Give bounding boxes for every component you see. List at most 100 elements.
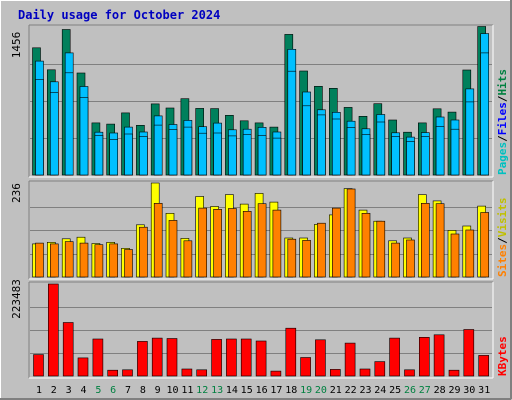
kbytes-bar xyxy=(226,338,237,377)
pages-bar xyxy=(257,135,267,176)
kbytes-bar xyxy=(151,337,163,377)
sites-bar xyxy=(242,211,252,278)
day-label: 2 xyxy=(51,385,57,396)
pages-bar xyxy=(302,105,311,176)
pages-bar xyxy=(331,118,341,176)
sites-bar xyxy=(213,209,222,278)
day-label: 10 xyxy=(166,385,178,396)
kbytes-bar xyxy=(448,369,460,377)
kbytes-bar xyxy=(62,322,74,377)
sites-bar xyxy=(168,220,178,278)
legend-entry: Pages xyxy=(496,142,509,175)
day-label: 3 xyxy=(66,385,72,396)
pages-bar xyxy=(228,135,237,176)
day-label: 9 xyxy=(155,385,161,396)
sites-bar xyxy=(346,188,356,278)
sites-bar xyxy=(302,240,311,278)
legend-entry: KBytes xyxy=(496,336,509,376)
kbytes-bar xyxy=(77,357,89,377)
sites-bar xyxy=(257,203,267,278)
day-label: 15 xyxy=(241,385,253,396)
day-label: 30 xyxy=(463,385,475,396)
kbytes-bar xyxy=(315,339,326,377)
sites-bar xyxy=(391,242,400,278)
day-label: 7 xyxy=(125,385,131,396)
pages-bar xyxy=(317,114,326,176)
day-label: 18 xyxy=(285,385,297,396)
kbytes-bar xyxy=(166,338,178,377)
day-label: 31 xyxy=(478,385,490,396)
pages-bar xyxy=(198,132,207,176)
day-label: 11 xyxy=(181,385,193,396)
day-label: 20 xyxy=(315,385,327,396)
pages-bar xyxy=(480,52,490,176)
pages-bar xyxy=(465,101,475,176)
sites-bar xyxy=(49,243,59,278)
legend-entry: / xyxy=(496,135,509,142)
kbytes-bar xyxy=(404,369,415,377)
pages-bar xyxy=(361,134,371,176)
day-label: 6 xyxy=(110,385,116,396)
pages-bar xyxy=(420,136,430,176)
kbytes-bar xyxy=(344,342,356,377)
kbytes-bar xyxy=(463,329,475,377)
kbytes-bar xyxy=(122,369,133,377)
pages-bar xyxy=(213,132,222,176)
top-ymax-label: 1456 xyxy=(10,32,23,59)
day-label: 29 xyxy=(448,385,460,396)
legend-entry: / xyxy=(496,237,509,244)
sites-bar xyxy=(198,207,207,278)
pages-bar xyxy=(109,139,118,176)
day-label: 4 xyxy=(80,385,86,396)
sites-bar xyxy=(450,233,460,278)
sites-bar xyxy=(465,229,475,278)
kbytes-bar xyxy=(389,337,400,377)
legend-entry: / xyxy=(496,95,509,102)
kbytes-bar xyxy=(433,334,445,377)
kbytes-bar xyxy=(47,283,59,377)
pages-bar xyxy=(272,137,282,176)
pages-bar xyxy=(168,129,178,176)
pages-bar xyxy=(242,134,252,176)
sites-bar xyxy=(124,249,133,278)
legend-entry: Files xyxy=(496,102,509,135)
sites-bar xyxy=(64,241,74,278)
pages-bar xyxy=(435,126,445,176)
kbytes-bar xyxy=(92,338,104,377)
pages-bar xyxy=(450,128,460,176)
sites-bar xyxy=(287,238,297,278)
chart-title: Daily usage for October 2024 xyxy=(18,8,220,22)
middle-legend: Sites/Visits xyxy=(496,198,509,278)
sites-bar xyxy=(435,203,445,278)
pages-bar xyxy=(153,124,163,176)
legend-entry: Hits xyxy=(496,69,509,96)
day-label: 23 xyxy=(359,385,371,396)
day-label: 16 xyxy=(256,385,268,396)
kbytes-bar xyxy=(329,369,341,377)
sites-bar xyxy=(79,242,89,278)
pages-bar xyxy=(124,133,133,176)
bottom-ymax-label: 223483 xyxy=(10,279,23,319)
sites-bar xyxy=(153,203,163,278)
kbytes-bar xyxy=(255,340,267,377)
day-label: 14 xyxy=(226,385,238,396)
day-label: 5 xyxy=(95,385,101,396)
day-label: 12 xyxy=(196,385,208,396)
top-legend: Pages/Files/Hits xyxy=(496,69,509,175)
pages-bar xyxy=(287,70,297,176)
day-label: 19 xyxy=(300,385,312,396)
kbytes-bar xyxy=(270,370,282,377)
pages-bar xyxy=(346,127,356,176)
day-label: 22 xyxy=(345,385,357,396)
day-label: 13 xyxy=(211,385,223,396)
sites-bar xyxy=(228,208,237,278)
day-label: 1 xyxy=(36,385,42,396)
day-label: 21 xyxy=(330,385,342,396)
kbytes-bar xyxy=(33,354,44,377)
kbytes-bar xyxy=(211,339,222,377)
bottom-legend: KBytes xyxy=(496,336,509,376)
kbytes-bar xyxy=(300,357,311,377)
day-label: 25 xyxy=(389,385,401,396)
day-label: 8 xyxy=(140,385,146,396)
